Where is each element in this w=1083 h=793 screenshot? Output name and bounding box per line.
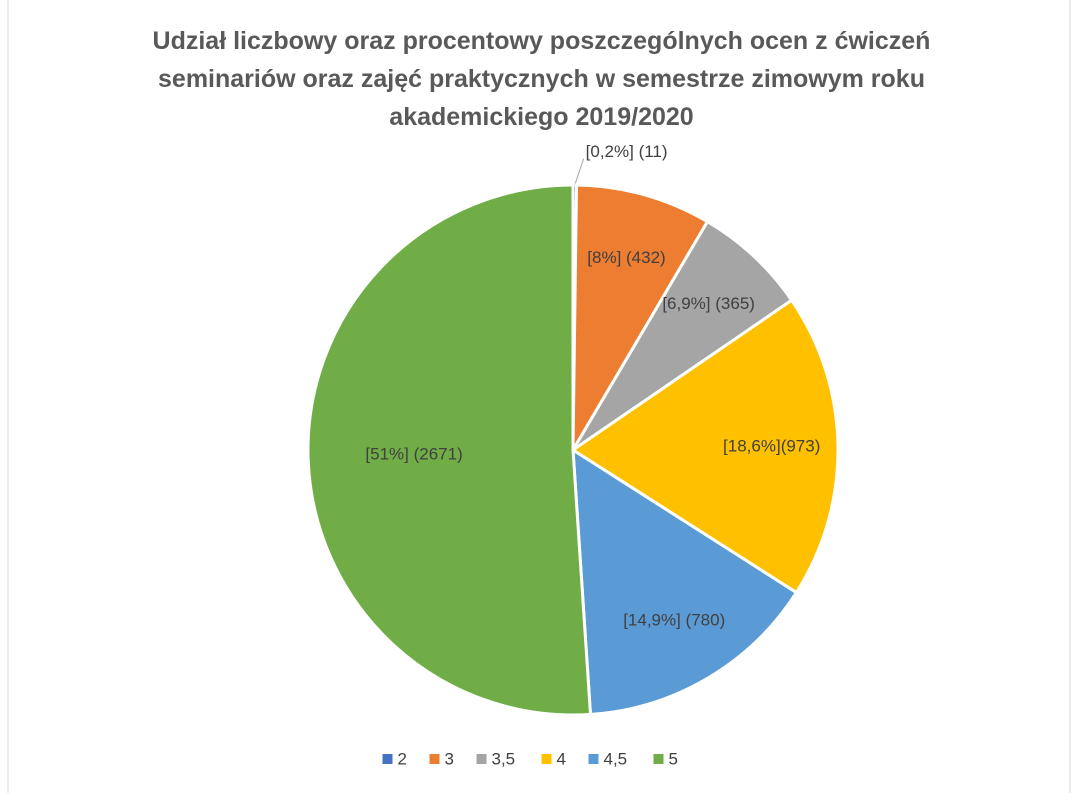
- pie-slice: [571, 183, 710, 456]
- data-label: [51%] (2671): [365, 445, 462, 464]
- legend-swatch: [588, 754, 599, 764]
- data-label: [8%] (432): [587, 248, 665, 267]
- data-label: [14,9%] (780): [623, 611, 725, 630]
- data-label: [0,2%] (11): [586, 142, 668, 161]
- legend-swatch: [653, 754, 664, 764]
- pie-slice: [571, 219, 794, 452]
- chart-title: Udział liczbowy oraz procentowy poszczeg…: [152, 27, 931, 131]
- legend-label: 5: [669, 749, 678, 768]
- data-label: [6,9%] (365): [662, 294, 755, 313]
- chart-border: [7, 0, 1071, 793]
- pie-slice: [306, 183, 593, 717]
- legend-label: 3: [445, 749, 454, 768]
- pie-slice: [571, 447, 799, 717]
- legend-label: 2: [398, 749, 407, 768]
- data-label: [18,6%](973): [723, 436, 820, 455]
- legend-label: 4: [557, 749, 566, 768]
- legend-label: 4,5: [604, 749, 628, 768]
- legend-swatch: [429, 754, 440, 764]
- legend-label: 3,5: [492, 749, 516, 768]
- legend-swatch: [382, 754, 393, 764]
- pie-slice: [570, 298, 840, 595]
- legend-swatch: [541, 754, 552, 764]
- leader-line: [574, 158, 585, 186]
- legend-swatch: [476, 754, 487, 764]
